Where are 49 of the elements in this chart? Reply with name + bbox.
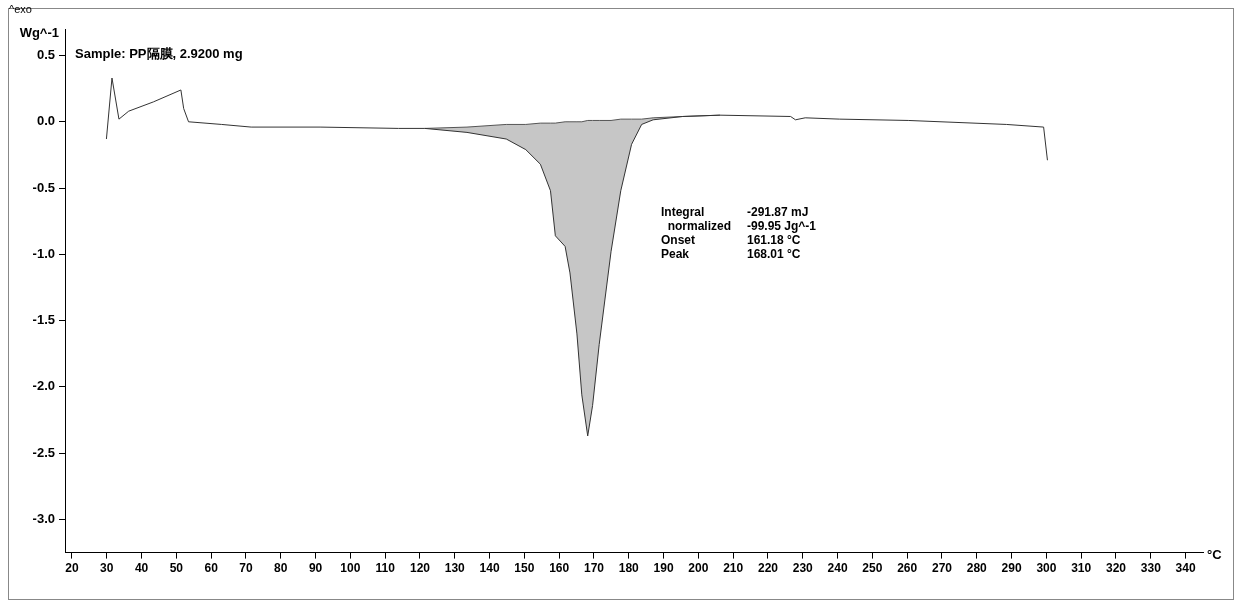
x-tick-label: 190 [653, 561, 674, 576]
y-tick-label: 0.0 [36, 113, 55, 129]
x-tick-label: 340 [1175, 561, 1196, 576]
x-tick-label: 230 [792, 561, 814, 576]
x-tick-label: 160 [549, 561, 570, 576]
x-tick-label: 130 [444, 561, 466, 576]
x-tick-label: 170 [583, 561, 605, 576]
text: Peak 168.01 °C [661, 247, 801, 261]
x-tick-label: 260 [897, 561, 918, 576]
x-axis-title: °C [1207, 547, 1223, 563]
x-tick-label: 270 [931, 561, 953, 576]
x-tick-label: 200 [688, 561, 709, 576]
annotation: Sample: PP隔膜, 2.9200 mg [75, 45, 243, 63]
y-tick-label: -0.5 [32, 179, 55, 195]
x-tick-label: 20 [65, 561, 79, 576]
x-tick-label: 110 [375, 561, 396, 576]
x-tick-label: 280 [966, 561, 988, 576]
x-tick-label: 320 [1105, 561, 1127, 576]
y-tick-label: -3.0 [32, 511, 55, 527]
x-tick-label: 250 [862, 561, 883, 576]
text: Onset 161.18 °C [661, 233, 801, 247]
x-tick-label: 210 [723, 561, 744, 576]
x-tick-label: 330 [1140, 561, 1162, 576]
x-tick-label: 40 [134, 561, 149, 576]
x-tick-label: 290 [1001, 561, 1022, 576]
y-tick-label: -1.0 [32, 245, 55, 261]
y-tick-label: -2.5 [32, 444, 55, 460]
x-tick-label: 60 [204, 561, 219, 576]
x-tick-label: 300 [1036, 561, 1057, 576]
x-tick-label: 240 [827, 561, 848, 576]
x-tick-label: 150 [514, 561, 535, 576]
x-tick-label: 180 [618, 561, 640, 576]
y-tick-label: -2.0 [32, 378, 55, 394]
text: normalized -99.95 Jg^-1 [667, 219, 817, 233]
x-tick-label: 100 [340, 561, 361, 576]
y-tick-label: 0.5 [36, 47, 55, 63]
x-tick-label: 70 [239, 561, 253, 576]
y-axis-title: Wg^-1 [19, 24, 59, 40]
x-tick-label: 120 [409, 561, 431, 576]
x-tick-label: 50 [169, 561, 184, 576]
x-tick-label: 310 [1071, 561, 1092, 576]
text: Integral -291.87 mJ [661, 205, 809, 219]
x-tick-label: 90 [308, 561, 323, 576]
x-tick-label: 220 [757, 561, 779, 576]
x-tick-label: 30 [100, 561, 114, 576]
x-tick-label: 80 [274, 561, 288, 576]
text: ^exo [9, 3, 32, 15]
x-tick-label: 140 [479, 561, 500, 576]
y-tick-label: -1.5 [32, 312, 55, 328]
